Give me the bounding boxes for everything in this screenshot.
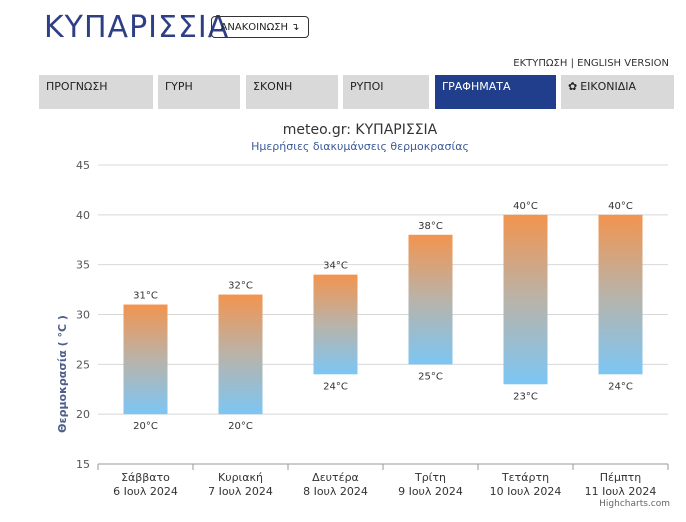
y-axis-label: Θερμοκρασία ( °C ): [56, 315, 69, 433]
y-tick-label: 35: [76, 259, 90, 272]
high-data-label: 31°C: [133, 291, 158, 302]
y-tick-label: 15: [76, 458, 90, 471]
tab-charts[interactable]: ΓΡΑΦΗΜΑΤΑ: [435, 75, 556, 109]
y-tick-label: 40: [76, 209, 90, 222]
x-date-label: 11 Ιουλ 2024: [585, 485, 657, 498]
chart-title: meteo.gr: ΚΥΠΑΡΙΣΣΙΑ: [283, 122, 438, 138]
tab-label: ΕΙΚΟΝΙΔΙΑ: [580, 80, 637, 93]
y-tick-label: 20: [76, 408, 90, 421]
tab-label: ΣΚΟΝΗ: [253, 80, 293, 93]
top-links: ΕΚΤΥΠΩΣΗ | ENGLISH VERSION: [513, 58, 669, 69]
x-date-label: 6 Ιουλ 2024: [113, 485, 178, 498]
link-separator: |: [570, 58, 574, 69]
tab-forecast[interactable]: ΠΡΟΓΝΩΣΗ: [39, 75, 153, 109]
announcement-label: ΑΝΑΚΟΙΝΩΣΗ: [220, 22, 289, 33]
x-day-label: Δευτέρα: [312, 471, 359, 484]
x-date-label: 10 Ιουλ 2024: [490, 485, 562, 498]
tab-label: ΠΡΟΓΝΩΣΗ: [46, 80, 108, 93]
temperature-chart: meteo.gr: ΚΥΠΑΡΙΣΣΙΑ Ημερήσιες διακυμάνσ…: [56, 122, 670, 509]
low-data-label: 20°C: [133, 421, 158, 432]
tab-bar: ΠΡΟΓΝΩΣΗ ΓΥΡΗ ΣΚΟΝΗ ΡΥΠΟΙ ΓΡΑΦΗΜΑΤΑ ✿ ΕΙΚ…: [39, 75, 674, 110]
x-day-label: Σάββατο: [121, 471, 170, 484]
x-day-label: Τετάρτη: [501, 471, 549, 484]
low-data-label: 23°C: [513, 391, 538, 402]
low-data-label: 24°C: [608, 381, 633, 392]
tab-label: ΓΥΡΗ: [165, 80, 193, 93]
highcharts-credit[interactable]: Highcharts.com: [599, 499, 670, 509]
high-data-label: 32°C: [228, 281, 253, 292]
y-axis-ticks: 15 20 25 30 35 40 45: [76, 159, 90, 471]
x-day-label: Κυριακή: [218, 471, 263, 484]
x-day-label: Τρίτη: [414, 471, 446, 484]
tab-label: ΡΥΠΟΙ: [350, 80, 384, 93]
x-date-label: 7 Ιουλ 2024: [208, 485, 273, 498]
tab-pollutants[interactable]: ΡΥΠΟΙ: [343, 75, 429, 109]
high-data-label: 38°C: [418, 221, 443, 232]
tab-icons[interactable]: ✿ ΕΙΚΟΝΙΔΙΑ: [561, 75, 674, 109]
temperature-bar: [598, 214, 643, 375]
y-tick-label: 30: [76, 309, 90, 322]
bar-series: 31°C 20°C 32°C 20°C 34°C 24°C 38°C 25°C 40°C 23°C…: [123, 201, 643, 432]
x-date-label: 8 Ιουλ 2024: [303, 485, 368, 498]
low-data-label: 25°C: [418, 371, 443, 382]
temperature-bar: [503, 214, 548, 385]
x-day-label: Πέμπτη: [600, 471, 641, 484]
grid-lines: [97, 164, 669, 470]
temperature-bar: [123, 304, 168, 415]
y-tick-label: 45: [76, 159, 90, 172]
gear-icon: ✿: [568, 80, 578, 93]
temperature-bar: [218, 294, 263, 415]
print-link[interactable]: ΕΚΤΥΠΩΣΗ: [513, 58, 568, 69]
low-data-label: 24°C: [323, 381, 348, 392]
tab-dust[interactable]: ΣΚΟΝΗ: [246, 75, 338, 109]
x-date-label: 9 Ιουλ 2024: [398, 485, 463, 498]
chart-subtitle: Ημερήσιες διακυμάνσεις θερμοκρασίας: [251, 140, 469, 153]
announcement-button[interactable]: ΑΝΑΚΟΙΝΩΣΗ ↴: [211, 16, 309, 38]
english-version-link[interactable]: ENGLISH VERSION: [577, 58, 669, 69]
high-data-label: 34°C: [323, 261, 348, 272]
temperature-bar: [313, 274, 358, 375]
temperature-bar: [408, 234, 453, 365]
arrow-down-icon: ↴: [291, 22, 300, 33]
tab-label: ΓΡΑΦΗΜΑΤΑ: [442, 80, 511, 93]
page-title: ΚΥΠΑΡΙΣΣΙΑ: [44, 10, 230, 45]
low-data-label: 20°C: [228, 421, 253, 432]
high-data-label: 40°C: [608, 201, 633, 212]
tab-pollen[interactable]: ΓΥΡΗ: [158, 75, 240, 109]
high-data-label: 40°C: [513, 201, 538, 212]
y-tick-label: 25: [76, 358, 90, 371]
